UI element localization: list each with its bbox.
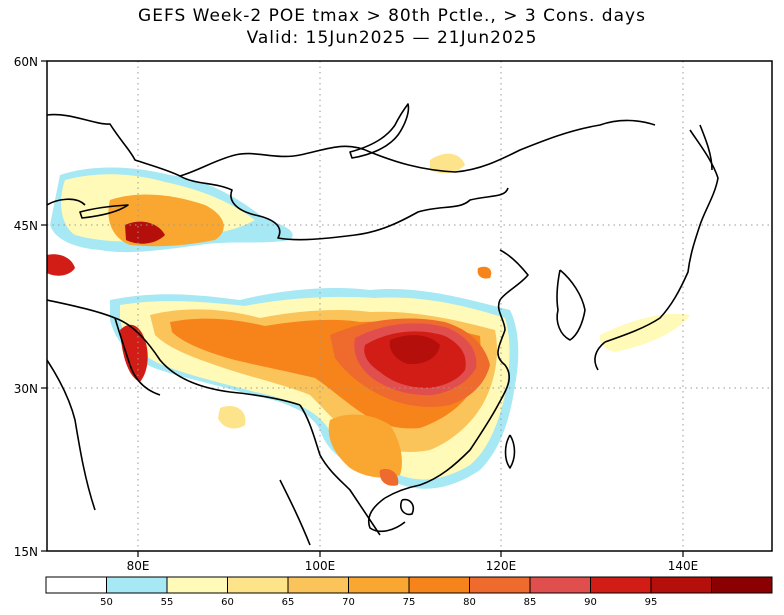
colorbar-label: 55 (161, 597, 174, 608)
colorbar-label: 50 (100, 597, 113, 608)
lon-label-120e: 120E (486, 559, 517, 573)
colorbar-label: 90 (584, 597, 597, 608)
colorbar-swatch (227, 576, 289, 594)
valid-date-subtitle: Valid: 15Jun2025 — 21Jun2025 (246, 28, 538, 48)
colorbar-label: 70 (342, 597, 355, 608)
colorbar-label: 95 (645, 597, 658, 608)
colorbar-label: 65 (282, 597, 295, 608)
lat-label-60n: 60N (14, 55, 38, 69)
map-frame (46, 60, 773, 552)
colorbar-swatch (469, 576, 531, 594)
colorbar-swatch (650, 576, 712, 594)
map-title: GEFS Week-2 POE tmax > 80th Pctle., > 3 … (138, 6, 646, 26)
colorbar-swatch (408, 576, 470, 594)
lat-label-15n: 15N (14, 545, 38, 559)
colorbar-swatch (529, 576, 591, 594)
colorbar-swatch (348, 576, 410, 594)
lon-label-100e: 100E (305, 559, 336, 573)
lat-label-30n: 30N (14, 382, 38, 396)
colorbar-swatch (166, 576, 228, 594)
colorbar-swatch (590, 576, 652, 594)
colorbar: 50 55 60 65 70 75 80 85 90 95 (45, 576, 773, 608)
colorbar-swatch (711, 576, 773, 594)
lat-label-45n: 45N (14, 219, 38, 233)
colorbar-label: 80 (463, 597, 476, 608)
colorbar-swatch (287, 576, 349, 594)
colorbar-label: 75 (403, 597, 416, 608)
colorbar-label: 85 (524, 597, 537, 608)
lon-label-80e: 80E (127, 559, 150, 573)
colorbar-swatch (45, 576, 107, 594)
colorbar-swatch (106, 576, 168, 594)
colorbar-label: 60 (221, 597, 234, 608)
graticule (47, 61, 772, 551)
tick-marks (41, 60, 684, 557)
coastlines-borders (47, 103, 719, 546)
probability-shading (47, 153, 690, 489)
lon-label-140e: 140E (668, 559, 699, 573)
